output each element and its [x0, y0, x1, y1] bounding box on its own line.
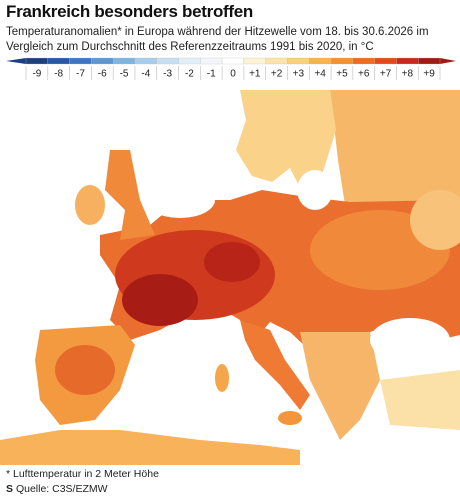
legend-label: +6 [358, 69, 370, 80]
legend-swatch [309, 57, 332, 65]
source: Quelle: C3S/EZMW [15, 483, 108, 495]
legend-swatch [287, 57, 310, 65]
legend-swatch [221, 57, 245, 65]
hot-france [122, 274, 198, 326]
legend-label: -7 [76, 69, 85, 80]
legend-label: -2 [185, 69, 194, 80]
legend-label: +2 [271, 69, 283, 80]
title: Frankreich besonders betroffen [6, 2, 254, 21]
land-sicily [278, 411, 302, 425]
legend-label: 0 [230, 69, 236, 80]
legend-label: +8 [402, 69, 414, 80]
legend-swatch [396, 57, 419, 65]
legend: -9 -8 -7 -6 -5 -4 -3 -2 -1 0 +1 +2 +3 +4 +5 +6 +7 +8 +9 [6, 57, 456, 80]
legend-swatch [265, 57, 288, 65]
land-balkans [300, 332, 380, 440]
hot-germany [204, 242, 260, 282]
legend-label: +4 [314, 69, 326, 80]
legend-label: +3 [293, 69, 305, 80]
legend-label: -3 [163, 69, 172, 80]
legend-label: -6 [98, 69, 107, 80]
sea-north [145, 182, 215, 218]
legend-label: +7 [380, 69, 392, 80]
footnote: * Lufttemperatur in 2 Meter Höhe [6, 468, 159, 480]
legend-label: -8 [54, 69, 63, 80]
legend-swatch [374, 57, 397, 65]
legend-swatch [25, 57, 48, 65]
legend-swatch [91, 57, 114, 65]
legend-swatch [243, 57, 266, 65]
legend-label: -5 [120, 69, 129, 80]
legend-label: -4 [141, 69, 150, 80]
legend-label: -1 [207, 69, 216, 80]
map [0, 90, 460, 465]
legend-swatch [352, 57, 375, 65]
subtitle: Temperaturanomalien* in Europa während d… [6, 26, 429, 53]
source-line: S Quelle: C3S/EZMW [6, 483, 108, 495]
legend-arrow-left [6, 58, 26, 64]
legend-swatch [113, 57, 136, 65]
land-scandinavia [236, 90, 336, 192]
legend-swatch [134, 57, 157, 65]
legend-swatch [69, 57, 92, 65]
land-africa [0, 430, 300, 465]
land-britain [105, 150, 155, 240]
legend-swatch [156, 57, 179, 65]
legend-label: +9 [423, 69, 435, 80]
legend-arrow-right [440, 58, 456, 64]
hot-iberia [55, 345, 115, 395]
sea-baltic [297, 170, 333, 210]
legend-swatch [47, 57, 70, 65]
sea-black [370, 318, 450, 362]
legend-label: -9 [32, 69, 41, 80]
logo: S [6, 483, 14, 495]
legend-swatch [418, 57, 441, 65]
land-east-far [410, 190, 460, 250]
legend-swatch [178, 57, 201, 65]
legend-label: +5 [336, 69, 348, 80]
legend-label: +1 [249, 69, 261, 80]
legend-swatch [330, 57, 353, 65]
land-italy [240, 320, 310, 410]
legend-swatch [200, 57, 223, 65]
land-ireland [75, 185, 105, 225]
land-russia-north [330, 90, 460, 205]
land-turkey [380, 370, 460, 430]
land-sardinia [215, 364, 229, 392]
